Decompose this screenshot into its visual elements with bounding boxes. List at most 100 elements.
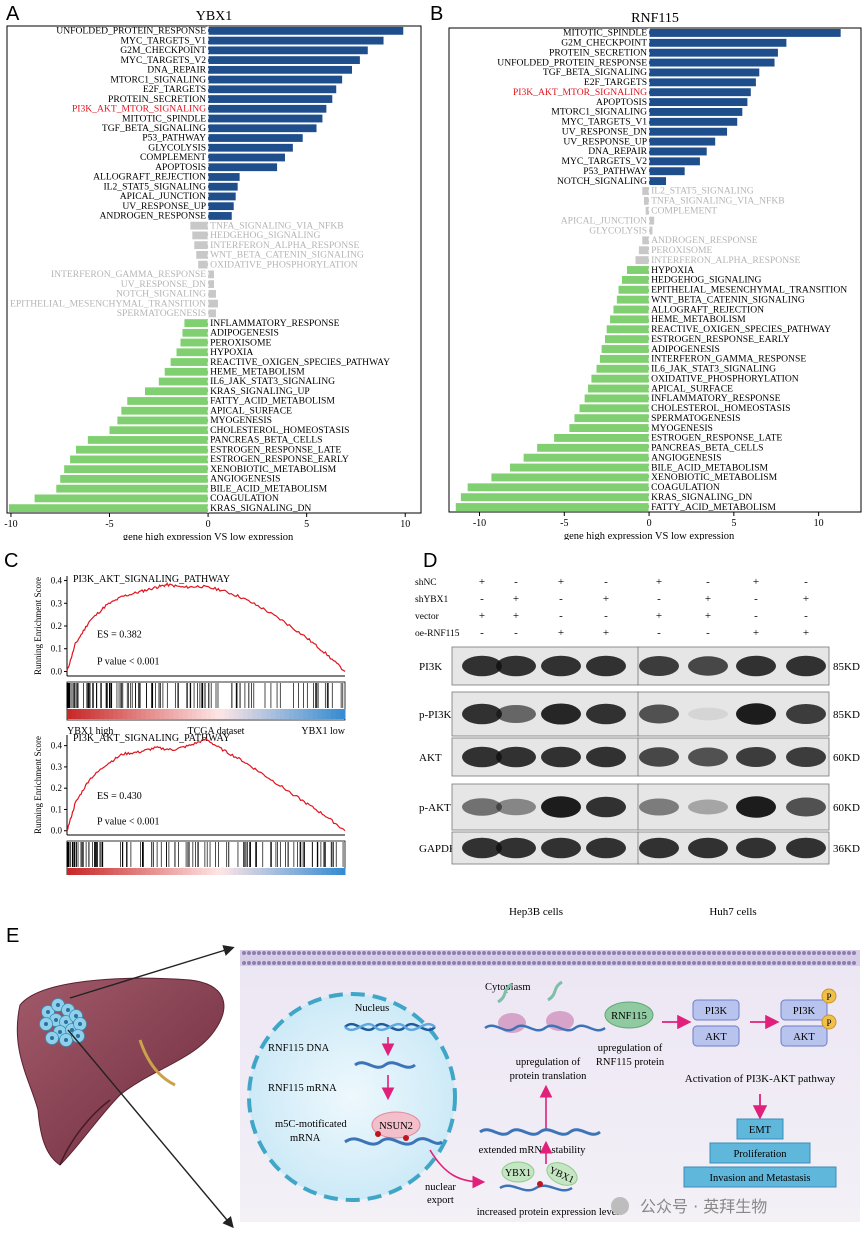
label-pancreas-beta-cells: PANCREAS_BETA_CELLS bbox=[210, 435, 322, 446]
label-spermatogenesis: SPERMATOGENESIS bbox=[117, 308, 206, 319]
x-tick-label: 10 bbox=[400, 519, 410, 530]
y-tick-label: 0.0 bbox=[51, 826, 63, 836]
bar-apoptosis bbox=[208, 163, 278, 172]
gsea-plot-ybx1: 0.0 0.1 0.2 0.3 0.4 Running Enrichment Score P… bbox=[33, 574, 346, 737]
bar-e2f-targets bbox=[208, 85, 337, 94]
protein-label: AKT bbox=[419, 752, 442, 764]
blot-band bbox=[462, 703, 502, 725]
blot-band bbox=[496, 798, 536, 816]
blot-band bbox=[786, 747, 826, 767]
label-hypoxia: HYPOXIA bbox=[651, 265, 694, 276]
gsea-title: PI3K_AKT_SIGNALING_PATHWAY bbox=[73, 574, 230, 585]
label-hedgehog-signaling: HEDGEHOG_SIGNALING bbox=[210, 230, 320, 241]
upreg-rnf115-label-1: upregulation of bbox=[598, 1043, 663, 1054]
bar-androgen-response bbox=[208, 212, 232, 220]
label-hypoxia: HYPOXIA bbox=[210, 347, 253, 358]
running-score-line bbox=[66, 582, 346, 672]
label-pancreas-beta-cells: PANCREAS_BETA_CELLS bbox=[651, 443, 763, 454]
label-interferon-gamma-response: INTERFERON_GAMMA_RESPONSE bbox=[651, 354, 806, 365]
condition-sign: + bbox=[753, 576, 759, 588]
blot-band bbox=[496, 837, 536, 859]
nsun2-label: NSUN2 bbox=[379, 1121, 413, 1132]
bar-angiogenesis bbox=[60, 475, 209, 483]
bar-hypoxia bbox=[627, 266, 650, 274]
bar-apical-surface bbox=[121, 406, 209, 415]
bar-uv-response-up bbox=[208, 202, 234, 211]
emt-box bbox=[736, 1118, 784, 1140]
bar-interferon-alpha-response bbox=[194, 241, 209, 250]
label-protein-secretion: PROTEIN_SECRETION bbox=[108, 94, 206, 105]
label-tgf-beta-signaling: TGF_BETA_SIGNALING bbox=[102, 123, 206, 134]
condition-sign: + bbox=[513, 610, 519, 622]
label-complement: COMPLEMENT bbox=[651, 206, 717, 217]
label-unfolded-protein-response: UNFOLDED_PROTEIN_RESPONSE bbox=[56, 26, 206, 37]
bar-allograft-rejection bbox=[613, 305, 650, 314]
label-apical-junction: APICAL_JUNCTION bbox=[561, 215, 647, 226]
bar-hypoxia bbox=[176, 348, 209, 357]
label-p53-pathway: P53_PATHWAY bbox=[583, 166, 647, 177]
label-pi3k-akt-mtor-signaling: PI3K_AKT_MTOR_SIGNALING bbox=[72, 104, 206, 115]
blot-band bbox=[786, 704, 826, 724]
panel-letter-d: D bbox=[423, 550, 437, 572]
bar-tgf-beta-signaling bbox=[208, 124, 317, 133]
akt-box bbox=[692, 1025, 740, 1047]
label-mtorc1-signaling: MTORC1_SIGNALING bbox=[110, 74, 206, 85]
blot-band bbox=[586, 655, 626, 677]
low-label: YBX1 low bbox=[301, 726, 345, 737]
label-cholesterol-homeostasis: CHOLESTEROL_HOMEOSTASIS bbox=[210, 425, 349, 436]
bar-pancreas-beta-cells bbox=[87, 436, 209, 444]
blot-band bbox=[586, 796, 626, 818]
ybx1-complex: YBX1 YBX1 bbox=[499, 1161, 578, 1192]
label-xenobiotic-metabolism: XENOBIOTIC_METABOLISM bbox=[651, 472, 778, 483]
bar-unfolded-protein-response bbox=[649, 58, 775, 67]
bar-mitotic-spindle bbox=[208, 114, 323, 123]
label-androgen-response: ANDROGEN_RESPONSE bbox=[651, 235, 758, 246]
y-axis-label: Running Enrichment Score bbox=[33, 736, 43, 834]
bar-reactive-oxigen-species-pathway bbox=[606, 325, 650, 334]
es-label: ES = 0.430 bbox=[97, 791, 142, 802]
rnf115-mrna-label: RNF115 mRNA bbox=[268, 1083, 337, 1094]
bar-spermatogenesis bbox=[208, 309, 216, 318]
condition-sign: - bbox=[480, 627, 484, 639]
label-notch-signaling: NOTCH_SIGNALING bbox=[116, 289, 206, 300]
blot-band bbox=[496, 705, 536, 723]
bar-interferon-gamma-response bbox=[208, 270, 214, 279]
bar-epithelial-mesenchymal-transition bbox=[618, 285, 650, 294]
pi3k-box bbox=[692, 999, 740, 1021]
m5c-mrna-label-1: m5C-motificated bbox=[275, 1119, 347, 1130]
label-kras-signaling-dn: KRAS_SIGNALING_DN bbox=[651, 492, 752, 503]
bar-pi3k-akt-mtor-signaling bbox=[208, 104, 327, 113]
bar-spermatogenesis bbox=[574, 414, 650, 423]
label-wnt-beta-catenin-signaling: WNT_BETA_CATENIN_SIGNALING bbox=[210, 250, 364, 261]
x-tick-label: 10 bbox=[814, 518, 824, 529]
x-tick-label: 0 bbox=[206, 519, 211, 530]
label-myogenesis: MYOGENESIS bbox=[210, 415, 272, 426]
label-myc-targets-v2: MYC_TARGETS_V2 bbox=[120, 55, 206, 66]
y-tick-label: 0.3 bbox=[51, 762, 63, 772]
condition-sign: + bbox=[479, 576, 485, 588]
proliferation-box bbox=[709, 1142, 811, 1164]
bar-p53-pathway bbox=[649, 167, 685, 176]
phospho-icon-2 bbox=[821, 1014, 837, 1030]
condition-sign: - bbox=[804, 576, 808, 588]
condition-sign: + bbox=[803, 593, 809, 605]
kd-label: 60KD bbox=[833, 752, 860, 764]
condition-sign: + bbox=[558, 627, 564, 639]
condition-sign: + bbox=[603, 593, 609, 605]
gsea-panel-c: C 0.0 0.1 0.2 0.3 0.4 Running Enrichment Scor… bbox=[4, 550, 346, 875]
y-tick-label: 0.0 bbox=[51, 666, 63, 676]
es-label: ES = 0.382 bbox=[97, 629, 142, 640]
bar-estrogen-response-early bbox=[70, 455, 209, 464]
label-allograft-rejection: ALLOGRAFT_REJECTION bbox=[651, 304, 764, 315]
blot-band bbox=[688, 799, 728, 815]
y-tick-label: 0.1 bbox=[51, 804, 62, 814]
blot-band bbox=[736, 796, 776, 818]
bar-pancreas-beta-cells bbox=[537, 443, 650, 452]
bar-dna-repair bbox=[208, 65, 352, 74]
blot-band bbox=[639, 837, 679, 859]
phospho-label-2: P bbox=[826, 1018, 831, 1028]
blot-band bbox=[462, 655, 502, 677]
condition-sign: - bbox=[804, 610, 808, 622]
label-epithelial-mesenchymal-transition: EPITHELIAL_MESENCHYMAL_TRANSITION bbox=[10, 298, 206, 309]
label-estrogen-response-early: ESTROGEN_RESPONSE_EARLY bbox=[651, 334, 790, 345]
